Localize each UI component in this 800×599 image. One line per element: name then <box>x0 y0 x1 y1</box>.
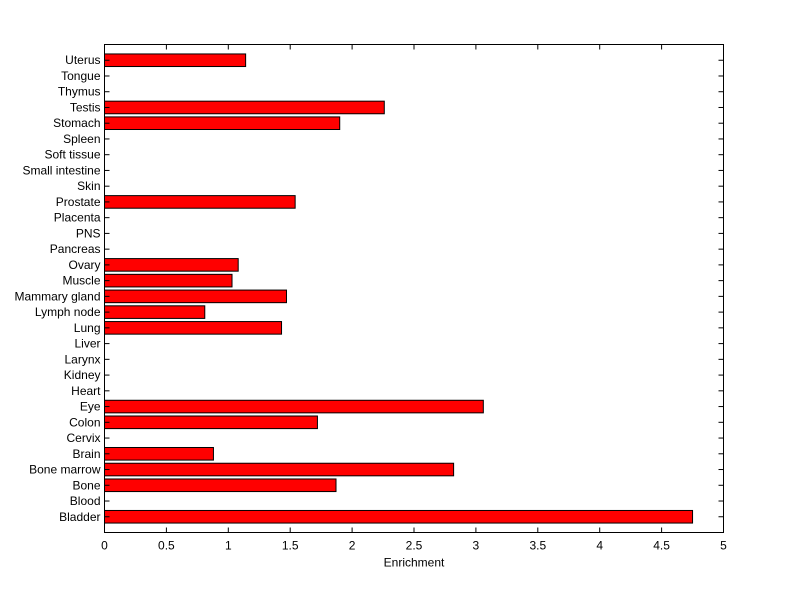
bar-bladder <box>104 509 694 524</box>
x-axis-label: Enrichment <box>384 556 445 570</box>
y-tick-label-larynx: Larynx <box>64 352 100 366</box>
x-tick-label: 0 <box>101 539 108 553</box>
y-tick-label-mammary-gland: Mammary gland <box>14 289 100 303</box>
y-tick-label-uterus: Uterus <box>65 53 100 67</box>
bar-colon <box>104 415 318 430</box>
x-tick-label: 5 <box>720 539 727 553</box>
y-tick-label-lung: Lung <box>74 321 101 335</box>
y-tick-label-spleen: Spleen <box>63 132 100 146</box>
y-tick-label-thymus: Thymus <box>58 85 101 99</box>
x-tick-label: 4 <box>596 539 603 553</box>
bar-ovary <box>104 258 239 272</box>
bar-prostate <box>104 195 296 209</box>
y-tick-label-colon: Colon <box>69 415 100 429</box>
bar-stomach <box>104 116 341 131</box>
x-tick-label: 1.5 <box>282 539 299 553</box>
y-tick-label-stomach: Stomach <box>53 116 100 130</box>
bar-eye <box>104 399 484 414</box>
y-tick-label-soft-tissue: Soft tissue <box>44 148 100 162</box>
y-tick-label-ovary: Ovary <box>68 258 100 272</box>
x-tick-label: 3.5 <box>529 539 546 553</box>
x-tick-label: 1 <box>225 539 232 553</box>
x-tick-label: 2 <box>349 539 356 553</box>
y-tick-label-small-intestine: Small intestine <box>22 163 100 177</box>
bar-bone-marrow <box>104 462 455 477</box>
x-tick-label: 3 <box>473 539 480 553</box>
y-tick-label-placenta: Placenta <box>54 211 101 225</box>
y-tick-label-heart: Heart <box>71 384 101 398</box>
y-tick-label-cervix: Cervix <box>66 431 100 445</box>
y-tick-label-brain: Brain <box>72 447 100 461</box>
bar-bone <box>104 478 337 493</box>
y-tick-label-eye: Eye <box>80 400 101 414</box>
y-tick-label-kidney: Kidney <box>64 368 101 382</box>
bar-lung <box>104 321 283 335</box>
y-tick-label-skin: Skin <box>77 179 100 193</box>
y-tick-label-muscle: Muscle <box>62 274 100 288</box>
y-tick-label-lymph-node: Lymph node <box>35 305 101 319</box>
bar-testis <box>104 100 385 115</box>
bars-layer <box>104 53 694 524</box>
y-tick-label-pns: PNS <box>76 226 101 240</box>
x-tick-label: 0.5 <box>158 539 175 553</box>
bar-mammary-gland <box>104 289 287 304</box>
x-tick-label: 4.5 <box>653 539 670 553</box>
y-tick-label-testis: Testis <box>70 100 101 114</box>
y-tick-label-bone: Bone <box>72 478 100 492</box>
y-tick-label-bone-marrow: Bone marrow <box>29 463 101 477</box>
bar-muscle <box>104 273 233 288</box>
y-tick-label-prostate: Prostate <box>56 195 101 209</box>
y-tick-label-pancreas: Pancreas <box>50 242 101 256</box>
y-tick-label-blood: Blood <box>70 494 101 508</box>
bar-brain <box>104 446 214 461</box>
x-tick-label: 2.5 <box>406 539 423 553</box>
plot-frame <box>104 44 724 533</box>
y-tick-label-tongue: Tongue <box>61 69 101 83</box>
bar-uterus <box>104 53 247 68</box>
y-tick-label-liver: Liver <box>74 337 100 351</box>
y-tick-label-bladder: Bladder <box>59 510 100 524</box>
bar-lymph-node <box>104 305 206 319</box>
